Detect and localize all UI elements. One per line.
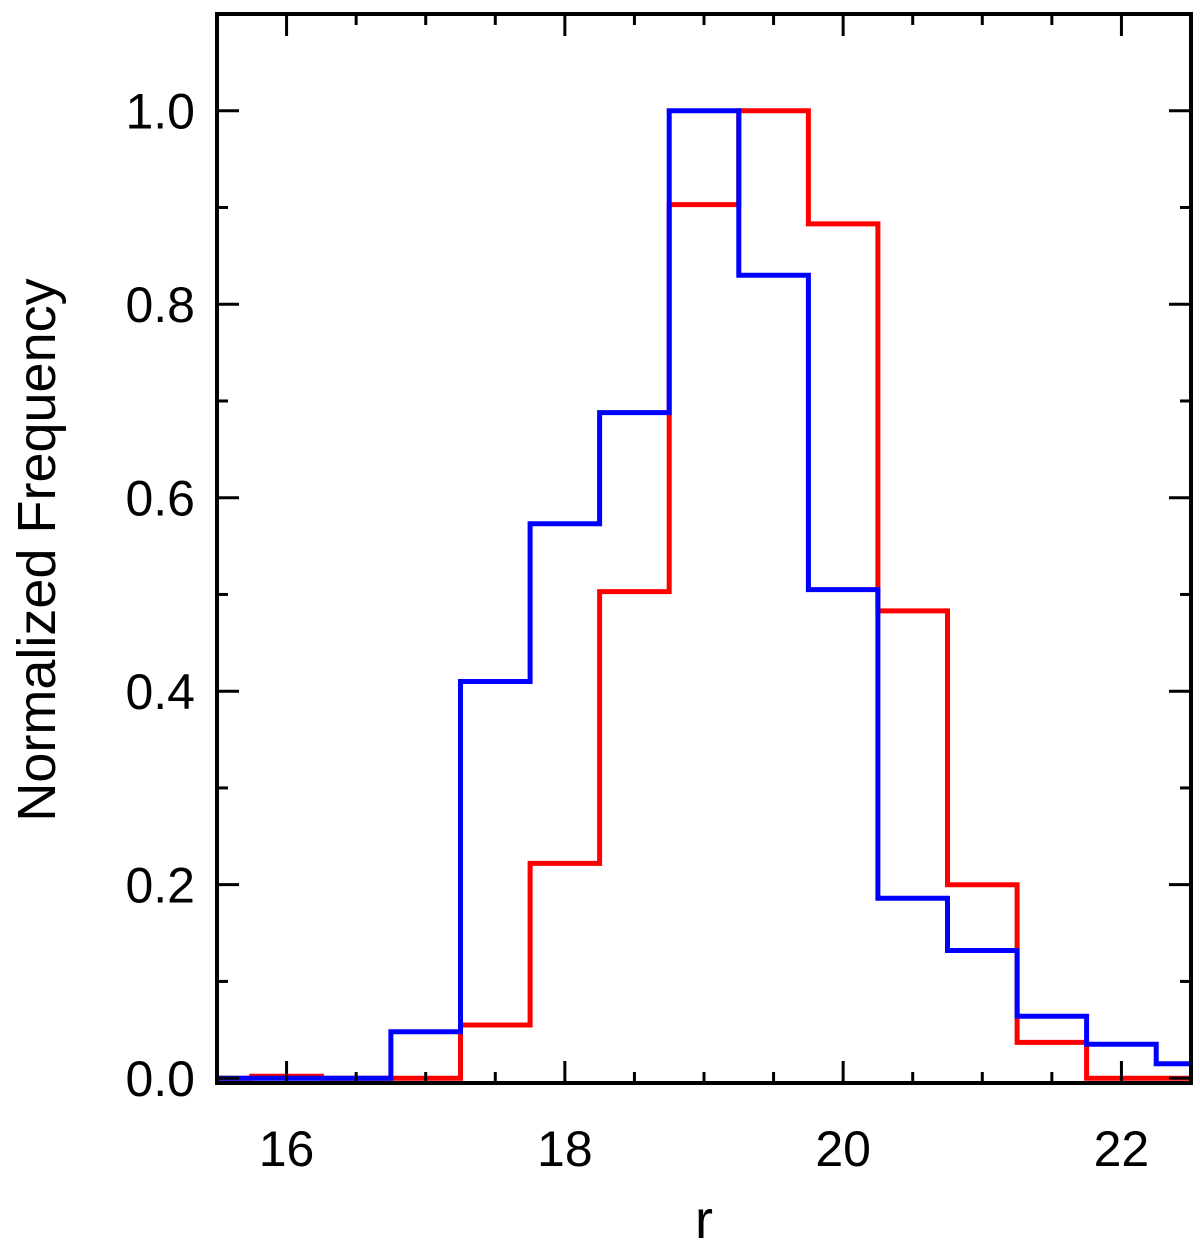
tick-labels: 16 18 20 22 0.0 0.2 0.4 0.6 0.8 1.0 xyxy=(125,84,1149,1177)
series-1-step-line xyxy=(217,108,1191,1081)
tick-layer xyxy=(215,12,1193,1083)
y-tick-label: 0.0 xyxy=(125,1051,195,1107)
plot-frame xyxy=(215,12,1193,1085)
x-axis-title: r xyxy=(695,1190,713,1245)
x-tick-label: 20 xyxy=(815,1121,871,1177)
y-axis-title: Normalized Frequency xyxy=(7,278,67,821)
x-tick-label: 22 xyxy=(1094,1121,1150,1177)
x-tick-label: 16 xyxy=(259,1121,315,1177)
series-layer xyxy=(217,108,1191,1081)
y-tick-label: 0.4 xyxy=(125,664,195,720)
series-2-step-line xyxy=(217,108,1191,1081)
y-tick-label: 0.2 xyxy=(125,858,195,914)
x-tick-label: 18 xyxy=(537,1121,593,1177)
y-tick-label: 0.8 xyxy=(125,277,195,333)
y-tick-label: 1.0 xyxy=(125,84,195,140)
y-tick-label: 0.6 xyxy=(125,471,195,527)
